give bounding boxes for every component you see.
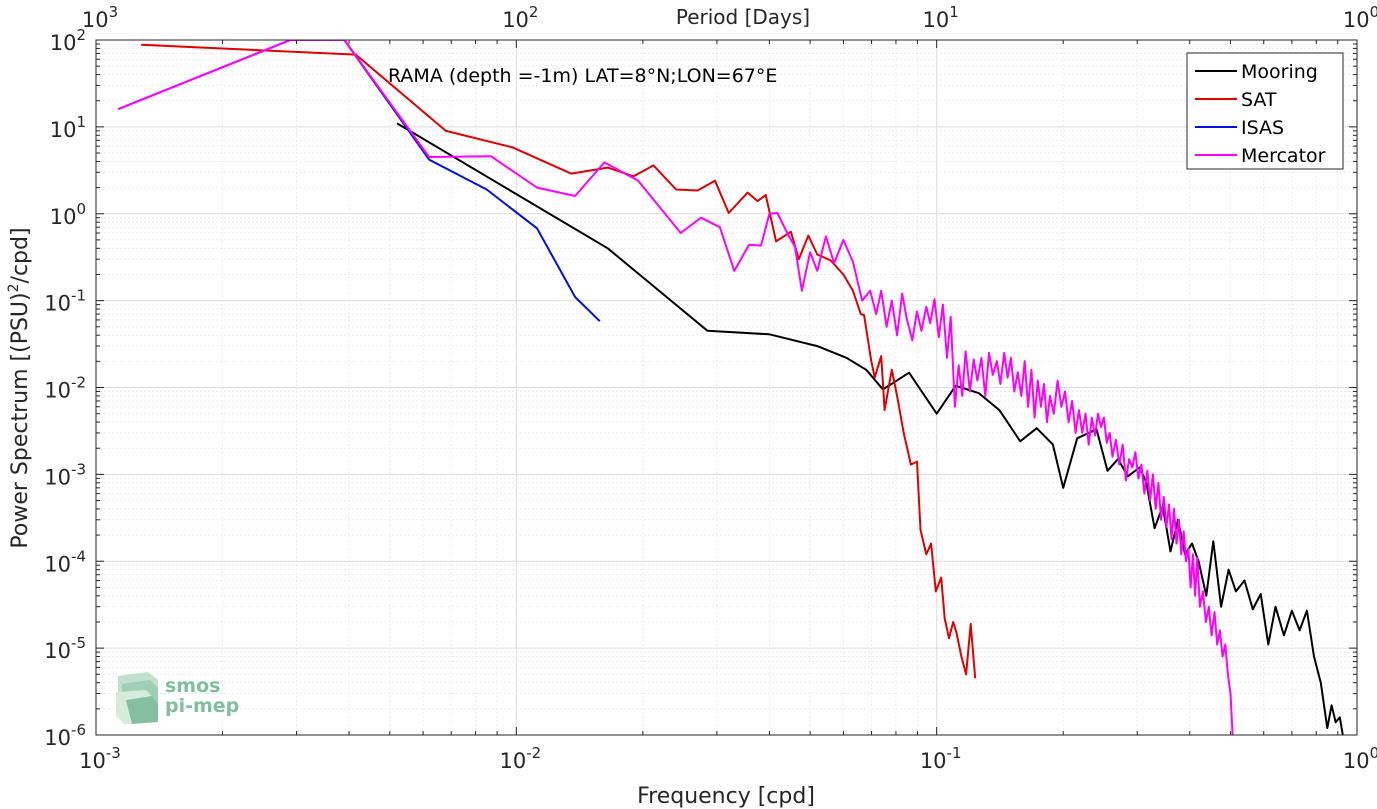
y-tick-label: 10-5 [44, 634, 86, 663]
y-tick-label: 10-3 [44, 460, 86, 489]
legend-label-mercator: Mercator [1241, 145, 1326, 167]
legend-box [1186, 52, 1344, 170]
x-axis-label: Frequency [cpd] [637, 784, 815, 809]
y-label-suffix: /cpd] [8, 227, 33, 283]
x-tick-label-base: 10 [1343, 749, 1370, 773]
logo-line1: smos [165, 675, 220, 697]
top-tick-label-base: 10 [82, 8, 109, 32]
y-tick-label-exp: -6 [71, 721, 86, 739]
series-lines [117, 40, 1344, 735]
legend: Mooring SAT ISAS Mercator [1186, 52, 1344, 170]
y-tick-label-exp: -3 [71, 460, 86, 478]
y-tick-label: 102 [50, 26, 86, 55]
y-tick-label-base: 10 [44, 552, 71, 576]
tick-marks [95, 40, 1357, 736]
y-tick-label-exp: 1 [76, 113, 86, 131]
x-tick-label-exp: -1 [947, 744, 962, 762]
y-tick-label-base: 10 [50, 205, 77, 229]
x-tick-label-exp: 0 [1370, 744, 1377, 762]
x-tick-label-base: 10 [920, 749, 947, 773]
y-label-prefix: Power Spectrum [(PSU) [8, 292, 33, 548]
y-tick-label-base: 10 [44, 379, 71, 403]
top-tick-label-exp: 3 [109, 3, 119, 21]
top-tick-label-exp: 2 [529, 3, 539, 21]
logo-line2: pi-mep [165, 695, 239, 717]
x-tick-label: 10-3 [79, 744, 121, 773]
logo-mark [116, 672, 158, 724]
x-tick-label: 100 [1343, 744, 1377, 773]
y-tick-label-exp: 2 [76, 26, 86, 44]
legend-label-isas: ISAS [1241, 117, 1284, 139]
top-tick-label: 103 [82, 3, 118, 32]
y-tick-label: 10-1 [44, 287, 86, 316]
x-tick-label-exp: -3 [106, 744, 121, 762]
series-line-mercator [117, 40, 1234, 735]
y-label-exp: 2 [6, 283, 22, 292]
y-tick-label-base: 10 [44, 292, 71, 316]
y-axis-label: Power Spectrum [(PSU)2/cpd] [6, 227, 33, 548]
x-tick-label: 10-1 [920, 744, 962, 773]
grid [95, 40, 1357, 736]
top-tick-label-base: 10 [1343, 8, 1370, 32]
x-tick-label-exp: -2 [526, 744, 541, 762]
legend-label-sat: SAT [1241, 89, 1277, 111]
top-tick-label: 102 [502, 3, 538, 32]
top-tick-label-base: 10 [923, 8, 950, 32]
top-tick-label-exp: 1 [949, 3, 959, 21]
series-line-sat [141, 43, 977, 679]
smos-pimep-logo: smos pi-mep [116, 672, 239, 724]
x-tick-label-base: 10 [79, 749, 106, 773]
y-tick-label: 10-6 [44, 721, 86, 750]
series-line-mooring [396, 122, 1344, 735]
top-tick-label: 101 [923, 3, 959, 32]
x-tick-label: 10-2 [499, 744, 541, 773]
y-tick-label-exp: -1 [71, 287, 86, 305]
y-tick-label-exp: -4 [71, 547, 86, 565]
series-line-isas [117, 40, 601, 322]
y-tick-label-base: 10 [44, 726, 71, 750]
y-tick-label-base: 10 [44, 465, 71, 489]
top-tick-label-exp: 0 [1370, 3, 1377, 21]
y-tick-label-exp: -5 [71, 634, 86, 652]
top-tick-label-base: 10 [502, 8, 529, 32]
y-tick-label: 10-4 [44, 547, 86, 576]
y-tick-label-exp: -2 [71, 374, 86, 392]
y-tick-label: 100 [50, 200, 86, 229]
y-tick-label: 10-2 [44, 374, 86, 403]
top-axis-label: Period [Days] [676, 5, 810, 29]
y-tick-label-base: 10 [44, 639, 71, 663]
top-tick-label: 100 [1343, 3, 1377, 32]
x-tick-label-base: 10 [499, 749, 526, 773]
y-tick-label-exp: 0 [76, 200, 86, 218]
y-tick-label-base: 10 [50, 31, 77, 55]
annotation: RAMA (depth =-1m) LAT=8°N;LON=67°E [388, 65, 777, 87]
legend-label-mooring: Mooring [1241, 61, 1318, 83]
y-tick-label-base: 10 [50, 118, 77, 142]
y-tick-label: 101 [50, 113, 86, 142]
